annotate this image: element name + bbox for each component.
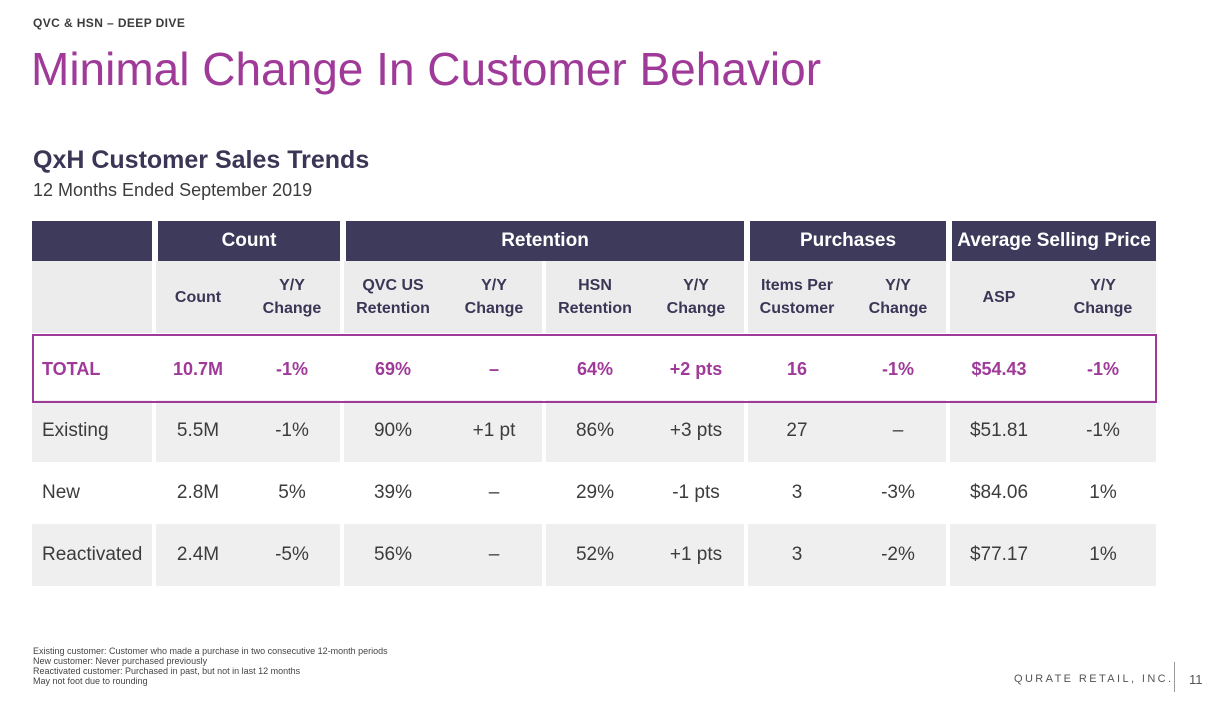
table-cell: – (488, 544, 500, 565)
column-header-asp-yy: Y/Y Change (1073, 277, 1133, 317)
column-header-items-per-customer: Items Per Customer (759, 277, 835, 317)
table-cell: – (488, 482, 500, 503)
table-cell: $77.17 (969, 544, 1029, 565)
column-divider (542, 261, 546, 587)
table-cell: 5.5M (176, 420, 220, 441)
table-cell: 56% (373, 544, 413, 565)
row-label: Existing (42, 420, 109, 441)
table-row-new: New 2.8M 5% 39% – 29% -1 pts 3 -3% $84.0… (32, 462, 1156, 524)
group-header-asp: Average Selling Price (952, 221, 1156, 261)
column-header-count: Count (174, 288, 222, 306)
column-header-qvc-retention-yy: Y/Y Change (464, 277, 524, 317)
table-cell: – (892, 420, 904, 441)
column-divider (340, 261, 344, 587)
row-label: New (42, 482, 81, 503)
table-cell: -1 pts (672, 482, 720, 503)
table-cell: -1% (275, 420, 309, 441)
table-cell: 5% (278, 482, 306, 503)
table-cell: -2% (881, 544, 915, 565)
table-cell: 1% (1089, 482, 1117, 503)
table-cell: 86% (575, 420, 615, 441)
table-cell: 2.8M (176, 482, 220, 503)
table-cell: 10.7M (172, 358, 224, 379)
table-cell: -5% (275, 544, 309, 565)
table-cell: 27 (786, 420, 808, 441)
group-header-retention: Retention (346, 221, 744, 261)
table-row-reactivated: Reactivated 2.4M -5% 56% – 52% +1 pts 3 … (32, 524, 1156, 586)
table-cell: -3% (881, 482, 915, 503)
table-cell: 69% (374, 358, 412, 379)
table-subtitle: 12 Months Ended September 2019 (33, 180, 313, 200)
group-header-count: Count (158, 221, 340, 261)
row-label: Reactivated (42, 544, 143, 565)
column-header-hsn-retention-yy: Y/Y Change (666, 277, 726, 317)
column-header-qvc-retention: QVC US Retention (356, 277, 430, 317)
column-header-items-yy: Y/Y Change (868, 277, 928, 317)
table-cell: 3 (791, 482, 803, 503)
table-cell: 1% (1089, 544, 1117, 565)
column-header-count-yy: Y/Y Change (262, 277, 322, 317)
table-cell: +2 pts (669, 358, 723, 379)
section-kicker: QVC & HSN – DEEP DIVE (33, 16, 186, 30)
column-header-band (32, 261, 1156, 333)
table-cell: 29% (575, 482, 615, 503)
footnote-existing: Existing customer: Customer who made a p… (33, 646, 388, 656)
table-cell: $51.81 (969, 420, 1029, 441)
table-cell: $54.43 (971, 358, 1027, 379)
table-cell: +1 pts (669, 544, 723, 565)
footnote-rounding: May not foot due to rounding (33, 676, 148, 686)
page-title: Minimal Change In Customer Behavior (31, 43, 822, 95)
table-cell: 64% (576, 358, 614, 379)
row-label: TOTAL (42, 358, 101, 379)
table-title: QxH Customer Sales Trends (33, 146, 370, 174)
table-cell: 2.4M (176, 544, 220, 565)
table-cell: 3 (791, 544, 803, 565)
table-cell: 16 (786, 358, 808, 379)
column-header-hsn-retention: HSN Retention (558, 277, 632, 317)
footnote-new: New customer: Never purchased previously (33, 656, 208, 666)
footnote-reactivated: Reactivated customer: Purchased in past,… (33, 666, 301, 676)
table-cell: -1% (275, 358, 308, 379)
company-name: QURATE RETAIL, INC. (1014, 673, 1174, 685)
page-number: 11 (1189, 672, 1203, 687)
table-row-existing: Existing 5.5M -1% 90% +1 pt 86% +3 pts 2… (32, 400, 1156, 462)
table-cell: 90% (373, 420, 413, 441)
table-cell: -1% (1086, 420, 1120, 441)
page-number-divider (1174, 662, 1175, 692)
table-cell: – (488, 358, 499, 379)
group-header-purchases: Purchases (750, 221, 946, 261)
table-cell: -1% (881, 358, 914, 379)
table-cell: 52% (575, 544, 615, 565)
table-cell: 39% (373, 482, 413, 503)
footnotes: Existing customer: Customer who made a p… (33, 646, 388, 686)
total-row-highlight (32, 334, 1157, 403)
table-cell: +1 pt (472, 420, 516, 441)
column-divider (152, 261, 156, 587)
table-cell: +3 pts (669, 420, 723, 441)
column-divider (946, 261, 950, 587)
column-header-asp: ASP (982, 288, 1016, 306)
column-divider (744, 261, 748, 587)
table-cell: $84.06 (969, 482, 1029, 503)
table-cell: -1% (1086, 358, 1119, 379)
table-row-total: TOTAL 10.7M -1% 69% – 64% +2 pts 16 -1% … (32, 338, 1156, 400)
group-header-blank (32, 221, 152, 261)
